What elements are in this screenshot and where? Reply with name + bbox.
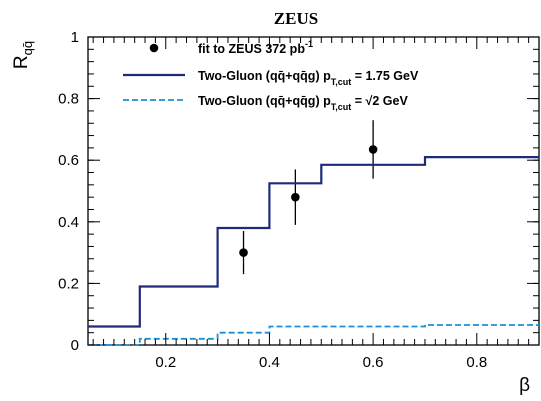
- y-axis-title-main: R: [11, 55, 32, 69]
- legend-entry-label: Two-Gluon (qq̄+qq̄g) pT,cut = √2 GeV: [198, 94, 408, 112]
- series-line-2: [88, 324, 539, 346]
- x-tick-label: 0.6: [363, 354, 384, 371]
- x-tick-label: 0.8: [466, 354, 487, 371]
- legend-entry-label: Two-Gluon (qq̄+qq̄g) pT,cut = 1.75 GeV: [198, 69, 419, 87]
- x-tick-label: 0.4: [259, 354, 280, 371]
- svg-text:Rqq̄: Rqq̄: [11, 41, 35, 69]
- legend-marker-points: [149, 43, 159, 53]
- data-point: [239, 248, 248, 257]
- y-tick-label: 0: [71, 337, 79, 354]
- plot-area: [87, 36, 540, 346]
- series-line-1: [88, 156, 539, 328]
- x-axis-title: β: [519, 375, 530, 396]
- axis-ticks: 0 0.2 0.4 0.6 0.8 1 0.2 0.4 0.6 0.8: [58, 29, 539, 371]
- y-tick-label: 1: [71, 29, 79, 46]
- y-axis-title-sub: qq̄: [20, 41, 35, 55]
- plot-frame: [87, 36, 540, 346]
- data-point: [291, 192, 300, 202]
- data-point: [368, 145, 378, 154]
- x-tick-label: 0.2: [155, 354, 176, 371]
- y-tick-label: 0.4: [58, 214, 79, 231]
- chart-title: ZEUS: [274, 9, 318, 28]
- y-tick-label: 0.2: [58, 275, 79, 292]
- y-tick-label: 0.6: [58, 152, 79, 169]
- legend-entry-label: fit to ZEUS 372 pb-1: [198, 39, 313, 56]
- legend: fit to ZEUS 372 pb-1 Two-Gluon (qq̄+qq̄g)…: [123, 39, 419, 112]
- y-tick-label: 0.8: [58, 91, 79, 108]
- series-group: [88, 120, 539, 346]
- y-axis-title: Rqq̄: [11, 41, 35, 69]
